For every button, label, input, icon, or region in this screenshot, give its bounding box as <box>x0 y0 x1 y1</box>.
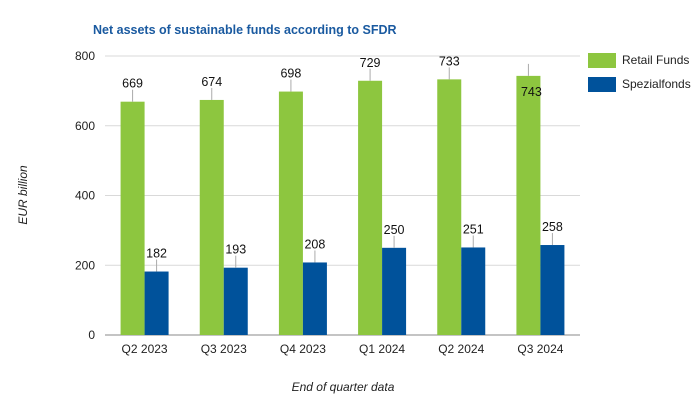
legend-item-retail-funds: Retail Funds <box>588 50 691 70</box>
bar-retail-funds <box>120 101 145 335</box>
data-label: 743 <box>521 85 542 99</box>
bar-spezialfonds <box>382 247 407 335</box>
data-label: 669 <box>122 77 143 91</box>
x-tick-label: Q2 2024 <box>438 342 484 356</box>
bar-spezialfonds <box>223 267 248 335</box>
bar-spezialfonds <box>540 245 565 335</box>
bar-spezialfonds <box>461 247 486 335</box>
legend-swatch-retail-funds <box>588 52 616 68</box>
y-tick-label: 600 <box>75 119 95 133</box>
x-axis-label: End of quarter data <box>291 380 395 394</box>
x-tick-label: Q1 2024 <box>359 342 405 356</box>
data-label: 258 <box>542 220 563 234</box>
x-tick-label: Q3 2024 <box>517 342 563 356</box>
data-label: 182 <box>146 247 167 261</box>
bar-retail-funds <box>358 80 383 335</box>
legend-label-retail-funds: Retail Funds <box>622 53 690 67</box>
legend-label-spezialfonds: Spezialfonds <box>622 77 691 91</box>
chart-title: Net assets of sustainable funds accordin… <box>93 23 397 37</box>
bar-retail-funds <box>516 75 541 335</box>
bar-spezialfonds <box>302 262 327 335</box>
legend: Retail Funds Spezialfonds <box>588 50 691 98</box>
y-tick-label: 400 <box>75 189 95 203</box>
data-label: 729 <box>360 56 381 70</box>
legend-swatch-spezialfonds <box>588 76 616 92</box>
data-label: 733 <box>439 54 460 68</box>
x-tick-label: Q3 2023 <box>201 342 247 356</box>
y-tick-label: 800 <box>75 49 95 63</box>
bar-retail-funds <box>199 99 224 335</box>
data-label: 250 <box>384 223 405 237</box>
data-label: 674 <box>201 75 222 89</box>
data-label: 698 <box>280 67 301 81</box>
data-label: 251 <box>463 222 484 236</box>
bar-retail-funds <box>278 91 303 335</box>
data-label: 193 <box>225 243 246 257</box>
x-tick-label: Q2 2023 <box>122 342 168 356</box>
bar-retail-funds <box>437 79 462 336</box>
y-tick-label: 200 <box>75 258 95 272</box>
legend-item-spezialfonds: Spezialfonds <box>588 74 691 94</box>
y-tick-label: 0 <box>88 328 95 342</box>
x-tick-label: Q4 2023 <box>280 342 326 356</box>
bar-spezialfonds <box>144 271 169 335</box>
data-label: 208 <box>304 237 325 251</box>
